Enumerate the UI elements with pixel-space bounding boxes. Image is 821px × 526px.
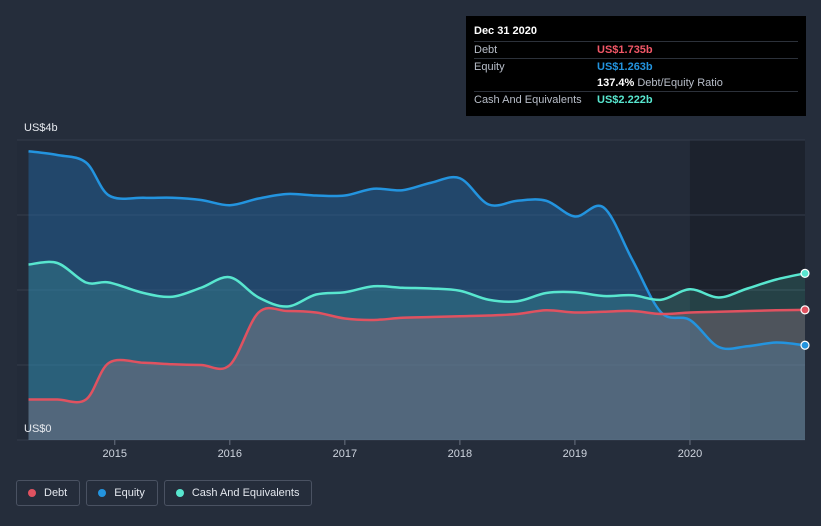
legend-label-equity: Equity [114, 487, 145, 499]
legend-dot-equity [98, 489, 107, 497]
legend-item-cash[interactable]: Cash And Equivalents [163, 480, 313, 506]
end-marker-cash-and-equivalents [800, 268, 810, 278]
legend-dot-cash [175, 489, 184, 497]
legend-item-equity[interactable]: Equity [86, 480, 158, 506]
end-marker-equity [800, 340, 810, 350]
tooltip-row-debt: Debt US$1.735b [474, 41, 798, 58]
tooltip-value-ratio: 137.4% Debt/Equity Ratio [597, 75, 723, 91]
tooltip-date: Dec 31 2020 [474, 25, 537, 37]
tooltip-label-cash: Cash And Equivalents [474, 94, 582, 106]
tooltip-ratio-number: 137.4% [597, 77, 635, 89]
x-tick-label: 2015 [103, 448, 127, 460]
line-equity [28, 150, 806, 351]
legend-label-cash: Cash And Equivalents [191, 487, 300, 499]
line-debt [28, 306, 806, 404]
legend-item-debt[interactable]: Debt [16, 480, 81, 506]
tooltip-row-cash: Cash And Equivalents US$2.222b [474, 91, 798, 108]
x-tick-label: 2016 [218, 448, 242, 460]
tooltip-value-equity: US$1.263b [597, 61, 653, 73]
tooltip-value-debt: US$1.735b [597, 44, 653, 56]
chart-legend: Debt Equity Cash And Equivalents [16, 480, 313, 506]
tooltip-label-ratio [474, 75, 597, 91]
area-debt-base [28, 308, 805, 440]
y-tick-label: US$0 [24, 423, 52, 435]
tooltip-value-cash: US$2.222b [597, 94, 653, 106]
tooltip-label-equity: Equity [474, 61, 505, 73]
x-tick-label: 2020 [678, 448, 702, 460]
legend-label-debt: Debt [44, 487, 68, 499]
tooltip-row-ratio: 137.4% Debt/Equity Ratio [474, 75, 798, 91]
y-tick-label: US$4b [24, 122, 58, 134]
end-marker-debt [800, 305, 810, 315]
tooltip-label-debt: Debt [474, 44, 498, 56]
tooltip-ratio-label: Debt/Equity Ratio [637, 77, 723, 89]
chart-tooltip: Dec 31 2020 Debt US$1.735b Equity US$1.2… [466, 16, 806, 116]
tooltip-row-equity: Equity US$1.263b [474, 58, 798, 75]
x-tick-label: 2018 [448, 448, 472, 460]
legend-dot-debt [28, 489, 36, 497]
line-cash-and-equivalents [28, 260, 806, 308]
x-tick-label: 2017 [333, 448, 357, 460]
x-tick-label: 2019 [563, 448, 587, 460]
area-cash-and-equivalents [28, 261, 805, 440]
area-debt [28, 308, 805, 440]
